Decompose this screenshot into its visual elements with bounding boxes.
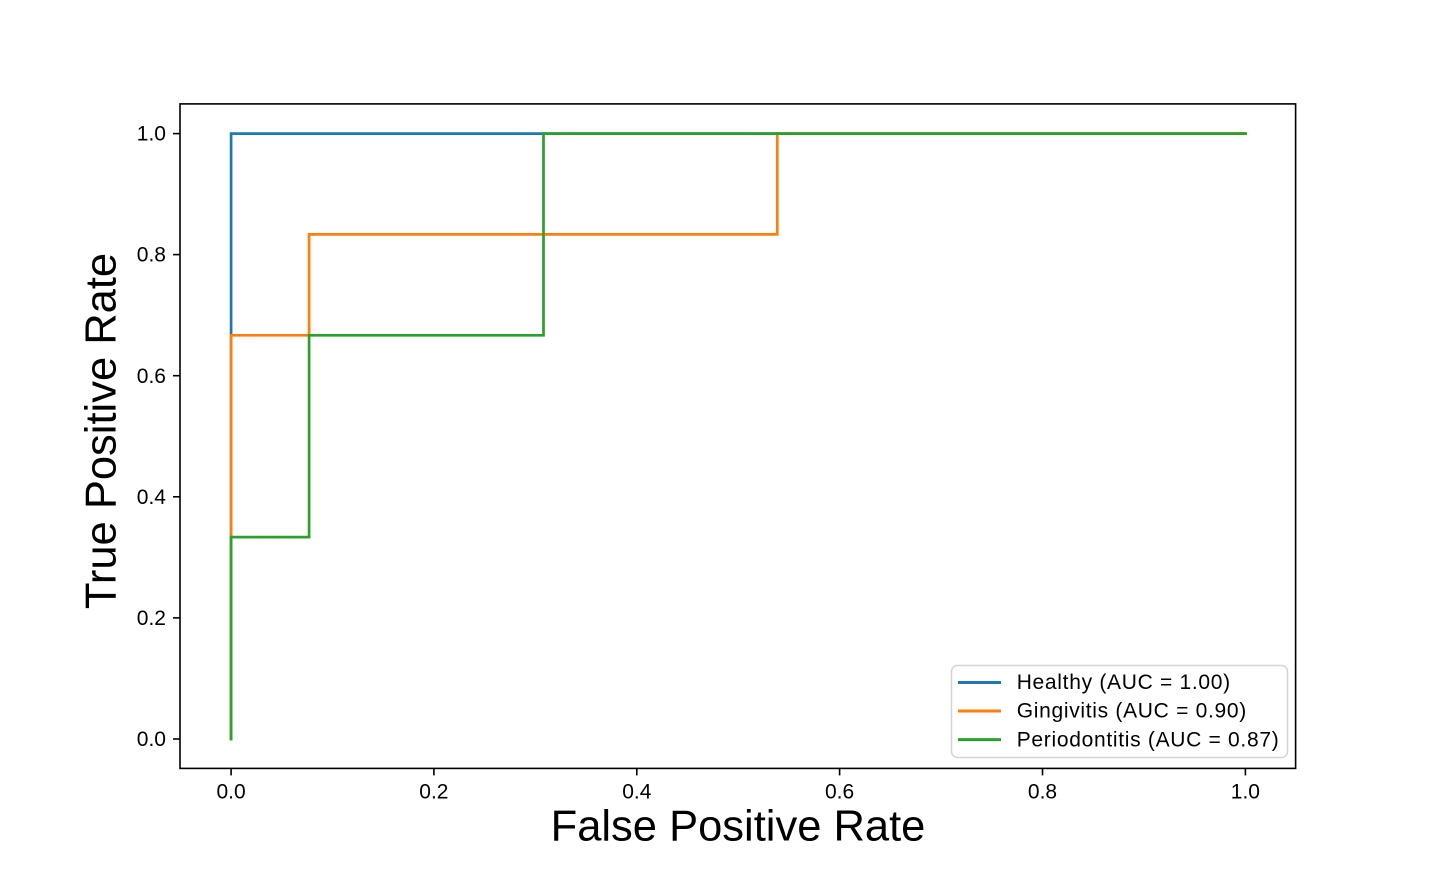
svg-text:Periodontitis (AUC = 0.87): Periodontitis (AUC = 0.87) bbox=[1017, 728, 1280, 751]
svg-text:0.0: 0.0 bbox=[216, 781, 245, 804]
svg-text:0.8: 0.8 bbox=[1028, 781, 1057, 804]
svg-text:0.2: 0.2 bbox=[137, 607, 166, 630]
svg-text:Gingivitis (AUC = 0.90): Gingivitis (AUC = 0.90) bbox=[1017, 700, 1247, 723]
svg-text:0.4: 0.4 bbox=[137, 486, 167, 509]
svg-text:0.0: 0.0 bbox=[137, 728, 166, 751]
svg-text:0.6: 0.6 bbox=[825, 781, 854, 804]
svg-text:1.0: 1.0 bbox=[1231, 781, 1260, 804]
svg-text:1.0: 1.0 bbox=[137, 123, 166, 146]
svg-text:0.8: 0.8 bbox=[137, 244, 166, 267]
svg-text:False Positive Rate: False Positive Rate bbox=[551, 803, 926, 851]
svg-text:Healthy (AUC = 1.00): Healthy (AUC = 1.00) bbox=[1017, 671, 1231, 694]
svg-text:0.6: 0.6 bbox=[137, 365, 166, 388]
svg-text:True Positive Rate: True Positive Rate bbox=[78, 253, 126, 609]
svg-text:0.4: 0.4 bbox=[622, 781, 652, 804]
svg-text:0.2: 0.2 bbox=[419, 781, 448, 804]
